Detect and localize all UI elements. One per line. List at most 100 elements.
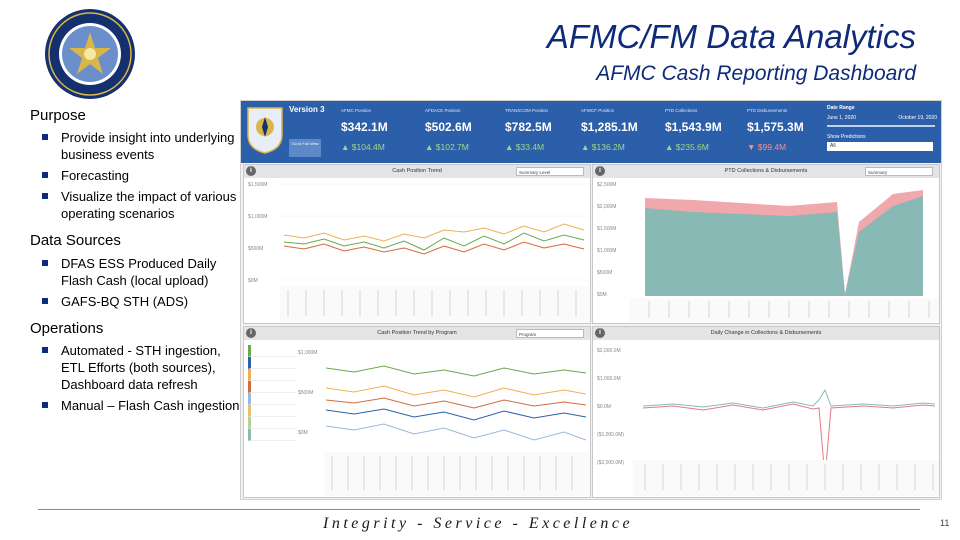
program-select[interactable]: Program xyxy=(516,329,584,338)
kpi-afmc-position: AFMC Position $342.1M ▲ $104.4M xyxy=(337,101,417,163)
program-legend xyxy=(248,345,296,441)
y-tick: $2,500M xyxy=(597,182,616,188)
kpi-change: ▲ $136.2M xyxy=(581,142,625,152)
bullet-text: GAFS-BQ STH (ADS) xyxy=(61,294,189,309)
list-item: DFAS ESS Produced Daily Flash Cash (loca… xyxy=(42,255,242,289)
legend-item xyxy=(248,345,296,357)
bullet-text: Manual – Flash Cash ingestion xyxy=(61,398,240,413)
program-series-line xyxy=(325,408,587,421)
y-tick: $1,000M xyxy=(597,248,616,254)
info-icon[interactable]: i xyxy=(246,166,256,176)
bullet-text: DFAS ESS Produced Daily Flash Cash (loca… xyxy=(61,256,217,288)
panel-title: Cash Position Trend by Program xyxy=(244,327,590,340)
collections-area xyxy=(645,196,923,296)
version-block: Version 3 xyxy=(289,105,329,116)
bullet-text: Visualize the impact of various operatin… xyxy=(61,189,237,221)
ptd-collections-disbursements-panel: PTD Collections & Disbursements i Summar… xyxy=(592,164,940,324)
bullet-square-icon xyxy=(42,134,48,140)
y-tick: $2,000.0M xyxy=(597,348,621,354)
program-series-line xyxy=(325,365,587,377)
date-range-end: October 19, 2020 xyxy=(898,115,937,121)
legend-item xyxy=(248,381,296,393)
list-item: Manual – Flash Cash ingestion xyxy=(42,397,242,414)
cash-trend-chart: $1,500M $1,000M $500M $0M xyxy=(248,182,590,322)
date-range-values: June 1, 2020 October 19, 2020 xyxy=(827,115,937,121)
ptd-area-chart: $2,500M $2,000M $1,500M $1,000M $500M $0… xyxy=(597,182,939,322)
y-tick: $1,000.0M xyxy=(597,376,621,382)
list-item: Automated - STH ingestion, ETL Efforts (… xyxy=(42,342,242,393)
kpi-afdace-position: AFDACE Position $502.6M ▲ $102.7M xyxy=(421,101,501,163)
purpose-list: Provide insight into underlying business… xyxy=(42,129,242,226)
panel-title: Daily Change in Collections & Disburseme… xyxy=(593,327,939,340)
dashboard-header-bar: Version 3 Go to Full View AFMC Position … xyxy=(241,101,941,163)
bullet-square-icon xyxy=(42,172,48,178)
kpi-change: ▲ $235.6M xyxy=(665,142,709,152)
y-tick: $1,000M xyxy=(248,214,267,220)
y-tick: $500M xyxy=(298,390,313,396)
kpi-label: PTD Disbursements xyxy=(747,108,788,113)
go-to-full-view-button[interactable]: Go to Full View xyxy=(289,139,321,157)
disbursements-change-line xyxy=(642,403,936,479)
list-item: Forecasting xyxy=(42,167,242,184)
y-tick: $1,500M xyxy=(597,226,616,232)
date-range-filter: Date Range June 1, 2020 October 19, 2020 xyxy=(827,105,937,121)
kpi-label: AFWCF Position xyxy=(581,108,615,113)
y-tick: $0.0M xyxy=(597,404,611,410)
footer-motto: Integrity - Service - Excellence xyxy=(323,515,634,532)
info-icon[interactable]: i xyxy=(595,328,605,338)
date-range-label: Date Range xyxy=(827,105,855,111)
version-label: Version 3 xyxy=(289,105,325,114)
page-title: AFMC/FM Data Analytics xyxy=(546,18,916,55)
kpi-afwcf-position: AFWCF Position $1,285.1M ▲ $136.2M xyxy=(577,101,657,163)
data-sources-heading: Data Sources xyxy=(30,232,121,249)
kpi-label: AFMC Position xyxy=(341,108,372,113)
cash-position-trend-panel: Cash Position Trend i Summary Level $1,5… xyxy=(243,164,591,324)
cash-position-by-program-panel: Cash Position Trend by Program i Program… xyxy=(243,326,591,498)
y-tick: $1,000M xyxy=(298,350,317,356)
dashboard-screenshot: Version 3 Go to Full View AFMC Position … xyxy=(240,100,942,500)
legend-item xyxy=(248,405,296,417)
panel-title: Cash Position Trend xyxy=(244,165,590,178)
legend-item xyxy=(248,393,296,405)
info-icon[interactable]: i xyxy=(246,328,256,338)
legend-item xyxy=(248,429,296,441)
kpi-value: $1,543.9M xyxy=(665,120,722,134)
list-item: Provide insight into underlying business… xyxy=(42,129,242,163)
summary-select[interactable]: Summary xyxy=(865,167,933,176)
operations-list: Automated - STH ingestion, ETL Efforts (… xyxy=(42,342,242,418)
list-item: GAFS-BQ STH (ADS) xyxy=(42,293,242,310)
y-tick: ($2,000.0M) xyxy=(597,460,624,466)
daily-change-panel: Daily Change in Collections & Disburseme… xyxy=(592,326,940,498)
kpi-value: $1,285.1M xyxy=(581,120,638,134)
afmc-shield-icon xyxy=(247,107,283,154)
collections-change-line xyxy=(642,388,936,409)
date-range-slider[interactable] xyxy=(827,125,935,127)
kpi-value: $1,575.3M xyxy=(747,120,804,134)
legend-item xyxy=(248,357,296,369)
trend-series-line xyxy=(283,223,585,242)
kpi-label: TRANSCOM Position xyxy=(505,108,549,113)
operations-heading: Operations xyxy=(30,320,104,337)
summary-level-select[interactable]: Summary Level xyxy=(516,167,584,176)
show-predictions-label: Show Predictions xyxy=(827,134,866,140)
data-sources-list: DFAS ESS Produced Daily Flash Cash (loca… xyxy=(42,255,242,314)
bullet-square-icon xyxy=(42,402,48,408)
kpi-value: $502.6M xyxy=(425,120,472,134)
kpi-label: AFDACE Position xyxy=(425,108,461,113)
y-tick: $0M xyxy=(248,278,258,284)
kpi-change: ▼ $99.4M xyxy=(747,142,787,152)
show-predictions-select[interactable]: All xyxy=(827,142,933,151)
kpi-change: ▲ $104.4M xyxy=(341,142,385,152)
trend-series-line xyxy=(283,232,585,251)
kpi-change: ▲ $33.4M xyxy=(505,142,545,152)
info-icon[interactable]: i xyxy=(595,166,605,176)
kpi-ptd-disbursements: PTD Disbursements $1,575.3M ▼ $99.4M xyxy=(743,101,823,163)
footer-rule xyxy=(38,509,920,510)
kpi-ptd-collections: PTD Collections $1,543.9M ▲ $235.6M xyxy=(661,101,741,163)
program-series-line xyxy=(325,385,587,398)
y-tick: $0M xyxy=(298,430,308,436)
bullet-text: Automated - STH ingestion, ETL Efforts (… xyxy=(61,343,221,392)
date-range-start: June 1, 2020 xyxy=(827,115,856,121)
y-tick: $2,000M xyxy=(597,204,616,210)
daily-change-chart: $2,000.0M $1,000.0M $0.0M ($1,000.0M) ($… xyxy=(597,348,939,496)
